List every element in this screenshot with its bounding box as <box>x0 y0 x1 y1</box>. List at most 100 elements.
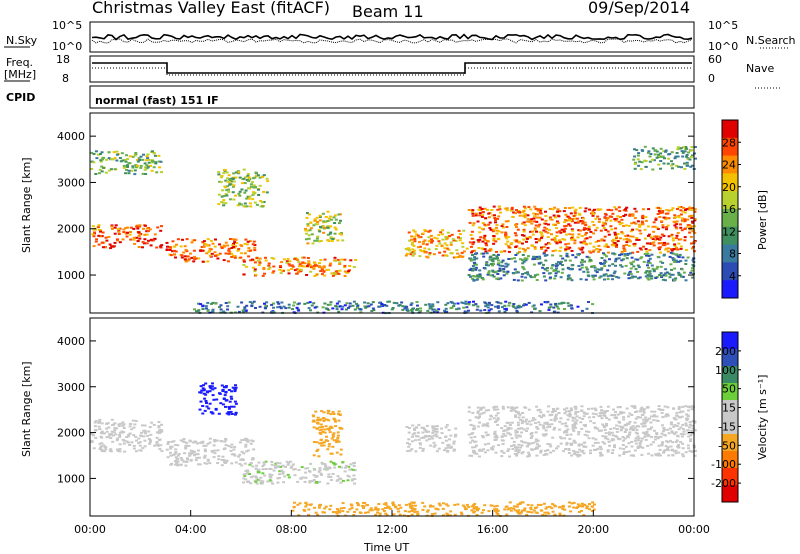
heatmap-cell <box>238 194 242 197</box>
y-tick-label: 4000 <box>57 130 85 143</box>
heatmap-cell <box>229 405 233 408</box>
heatmap-cell <box>624 224 628 227</box>
heatmap-cell <box>588 508 591 511</box>
heatmap-cell <box>192 441 196 444</box>
heatmap-cell <box>206 244 210 247</box>
heatmap-cell <box>295 272 299 275</box>
heatmap-cell <box>327 217 331 220</box>
heatmap-cell <box>137 235 141 237</box>
heatmap-cell <box>551 264 555 266</box>
heatmap-cell <box>238 462 242 465</box>
heatmap-cell <box>554 413 558 416</box>
heatmap-cell <box>436 301 440 304</box>
heatmap-cell <box>135 439 138 442</box>
heatmap-cell <box>131 419 135 422</box>
heatmap-cell <box>635 428 639 431</box>
heatmap-cell <box>487 249 491 252</box>
heatmap-cell <box>113 232 117 235</box>
heatmap-cell <box>505 265 509 268</box>
heatmap-cell <box>633 439 637 442</box>
heatmap-cell <box>568 415 572 418</box>
heatmap-cell <box>592 245 596 248</box>
heatmap-cell <box>236 170 240 173</box>
heatmap-cell <box>673 243 677 246</box>
heatmap-cell <box>573 239 577 242</box>
heatmap-cell <box>622 418 626 421</box>
heatmap-cell <box>627 450 631 453</box>
heatmap-cell <box>559 231 563 234</box>
heatmap-cell <box>233 446 237 449</box>
heatmap-cell <box>599 229 603 232</box>
heatmap-cell <box>520 275 524 278</box>
heatmap-cell <box>522 234 526 237</box>
heatmap-cell <box>139 434 143 437</box>
heatmap-cell <box>646 151 650 154</box>
heatmap-cell <box>118 443 122 446</box>
heatmap-cell <box>501 306 504 309</box>
heatmap-cell <box>533 418 537 421</box>
heatmap-cell <box>434 507 438 510</box>
heatmap-cell <box>180 254 184 257</box>
heatmap-cell <box>536 427 540 430</box>
heatmap-cell <box>619 264 623 267</box>
heatmap-cell <box>286 463 290 466</box>
heatmap-cell <box>127 162 131 165</box>
heatmap-cell <box>249 205 253 208</box>
heatmap-cell <box>157 425 161 428</box>
heatmap-cell <box>302 256 306 259</box>
heatmap-cell <box>445 247 449 250</box>
heatmap-cell <box>314 475 318 478</box>
heatmap-cell <box>643 237 647 240</box>
heatmap-cell <box>128 155 132 158</box>
heatmap-cell <box>334 304 338 307</box>
heatmap-cell <box>419 443 423 446</box>
heatmap-cell <box>628 270 632 273</box>
heatmap-cell <box>587 437 591 440</box>
heatmap-cell <box>561 257 565 260</box>
heatmap-cell <box>370 310 374 312</box>
heatmap-cell <box>634 268 638 271</box>
heatmap-cell <box>324 466 328 469</box>
heatmap-cell <box>331 411 335 413</box>
heatmap-cell <box>542 252 546 255</box>
heatmap-cell <box>584 278 588 281</box>
heatmap-cell <box>403 510 407 513</box>
heatmap-cell <box>376 508 380 511</box>
heatmap-cell <box>159 444 163 447</box>
heatmap-cell <box>647 278 651 281</box>
heatmap-cell <box>635 149 639 152</box>
heatmap-cell <box>462 250 466 253</box>
heatmap-cell <box>322 220 326 223</box>
heatmap-cell <box>104 236 108 239</box>
heatmap-cell <box>664 268 668 271</box>
heatmap-cell <box>431 305 435 308</box>
heatmap-cell <box>514 307 518 310</box>
heatmap-cell <box>432 434 436 437</box>
heatmap-cell <box>634 442 638 445</box>
heatmap-cell <box>693 210 697 213</box>
heatmap-cell <box>535 230 538 233</box>
heatmap-cell <box>262 268 266 271</box>
heatmap-cell <box>206 310 210 312</box>
heatmap-cell <box>339 481 343 484</box>
heatmap-cell <box>302 265 306 268</box>
heatmap-cell <box>270 474 274 477</box>
heatmap-cell <box>542 414 546 417</box>
heatmap-cell <box>468 269 472 271</box>
heatmap-cell <box>539 212 543 215</box>
heatmap-cell <box>559 246 563 249</box>
heatmap-cell <box>285 260 289 263</box>
heatmap-cell <box>100 442 104 445</box>
heatmap-cell <box>618 406 622 408</box>
heatmap-cell <box>331 445 335 448</box>
heatmap-cell <box>225 171 229 174</box>
heatmap-cell <box>312 441 316 443</box>
heatmap-cell <box>160 225 163 228</box>
heatmap-cell <box>326 303 330 306</box>
heatmap-cell <box>516 503 520 506</box>
heatmap-cell <box>632 454 636 457</box>
heatmap-cell <box>326 226 329 229</box>
heatmap-cell <box>115 427 119 430</box>
heatmap-cell <box>674 431 678 434</box>
heatmap-cell <box>597 268 601 271</box>
